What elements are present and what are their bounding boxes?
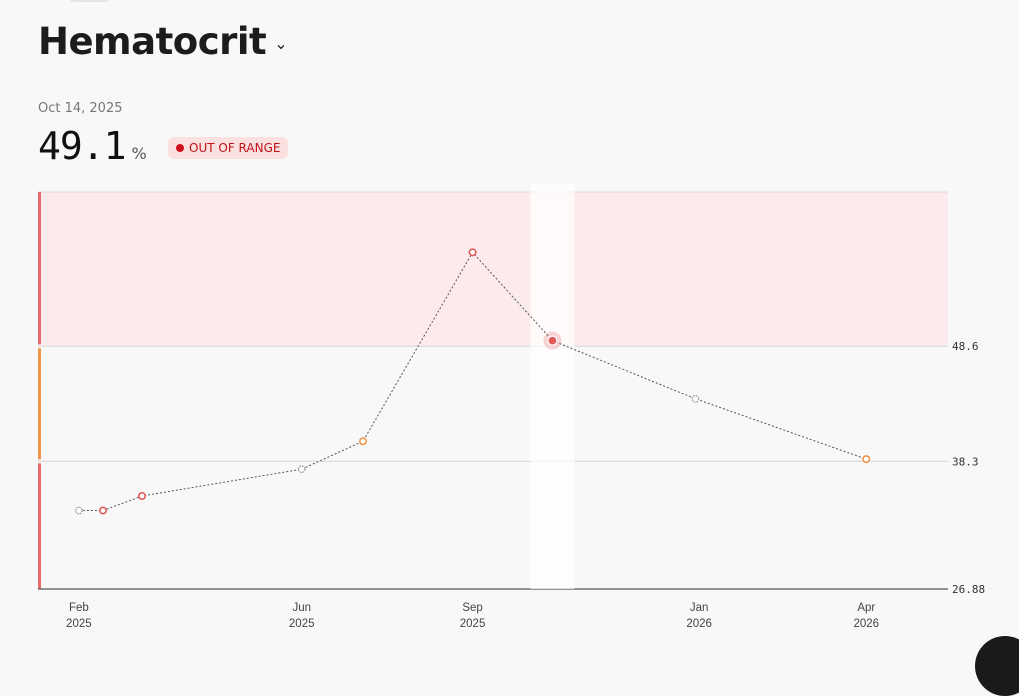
x-tick-year: 2026 [686,618,712,630]
x-tick-month: Sep [462,602,482,614]
status-dot-icon [176,144,184,152]
x-tick-year: 2025 [66,618,92,630]
data-point [468,248,477,257]
status-badge-label: OUT OF RANGE [189,141,281,155]
low-range-bar [38,463,41,589]
data-point [297,465,306,474]
selected-data-point [547,335,558,346]
hematocrit-chart[interactable]: 26.88 38.3 48.6 Feb 2025 Jun 2025 Sep 2025 Jan 202… [0,0,1019,654]
top-tab [70,0,108,2]
reading-value-row: 49.1 % [38,124,147,168]
chevron-down-icon[interactable]: ⌄ [274,34,288,53]
y-tick-label: 48.6 [952,340,979,353]
x-tick-year: 2026 [853,618,879,630]
x-tick-month: Feb [69,602,89,614]
data-point [862,455,871,464]
x-tick-month: Jan [690,602,709,614]
high-range-bar [38,192,41,345]
reading-unit: % [131,144,147,163]
x-tick-year: 2025 [289,618,315,630]
y-tick-label: 38.3 [952,455,979,468]
data-point [691,394,700,403]
data-point [138,492,147,501]
y-tick-label: 26.88 [952,583,985,596]
data-point [99,506,108,515]
normal-range-bar [38,348,41,460]
out-of-range-band [38,192,948,347]
selected-date-highlight [530,184,575,589]
data-point [358,437,367,446]
data-point [74,506,83,515]
reading-date: Oct 14, 2025 [38,101,123,116]
status-badge: OUT OF RANGE [168,137,289,159]
page-title: Hematocrit [38,20,267,63]
x-tick-year: 2025 [460,618,486,630]
title-row[interactable]: Hematocrit ⌄ [38,20,288,63]
reading-value: 49.1 [38,124,127,168]
x-tick-month: Jun [292,602,311,614]
x-tick-month: Apr [857,602,875,614]
